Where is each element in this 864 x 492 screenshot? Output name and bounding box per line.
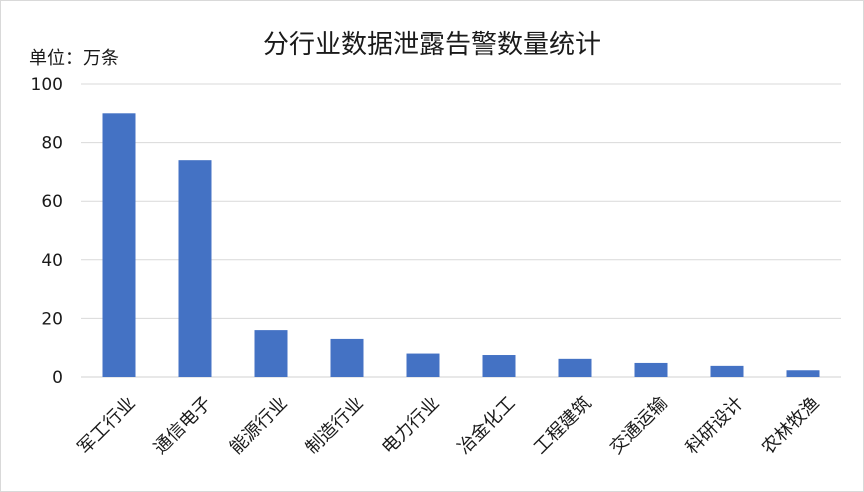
bar-6 xyxy=(482,355,516,377)
x-tick-label: 农林牧渔 xyxy=(758,393,824,459)
bar-1 xyxy=(102,113,136,378)
bar-10 xyxy=(786,370,820,377)
bars xyxy=(102,113,820,378)
y-tick-label: 0 xyxy=(52,368,63,388)
x-tick-label: 交通运输 xyxy=(606,393,672,459)
bar-2 xyxy=(178,160,212,377)
bar-9 xyxy=(710,365,744,377)
bar-4 xyxy=(330,338,364,377)
bar-8 xyxy=(634,362,668,377)
bar-5 xyxy=(406,353,440,377)
x-tick-label: 冶金化工 xyxy=(454,393,520,459)
x-tick-label: 工程建筑 xyxy=(530,393,596,459)
y-tick-label: 80 xyxy=(41,134,63,154)
bar-7 xyxy=(558,358,592,377)
x-tick-label: 军工行业 xyxy=(74,393,140,459)
x-tick-label: 科研设计 xyxy=(682,393,748,459)
y-axis-ticks: 0 20 40 60 80 100 xyxy=(31,75,63,388)
x-tick-label: 能源行业 xyxy=(226,393,292,459)
y-tick-label: 100 xyxy=(31,75,63,95)
x-axis-ticks: 军工行业 通信电子 能源行业 制造行业 电力行业 冶金化工 工程建筑 交通运输 科研设计 农林牧渔 xyxy=(74,393,824,459)
x-tick-label: 制造行业 xyxy=(302,393,368,459)
y-tick-label: 60 xyxy=(41,192,63,212)
y-tick-label: 40 xyxy=(41,251,63,271)
y-tick-label: 20 xyxy=(41,309,63,329)
x-tick-label: 通信电子 xyxy=(150,393,216,459)
chart-title: 分行业数据泄露告警数量统计 xyxy=(263,30,601,60)
bar-3 xyxy=(254,330,288,377)
x-tick-label: 电力行业 xyxy=(378,393,444,459)
unit-label: 单位：万条 xyxy=(29,48,119,69)
